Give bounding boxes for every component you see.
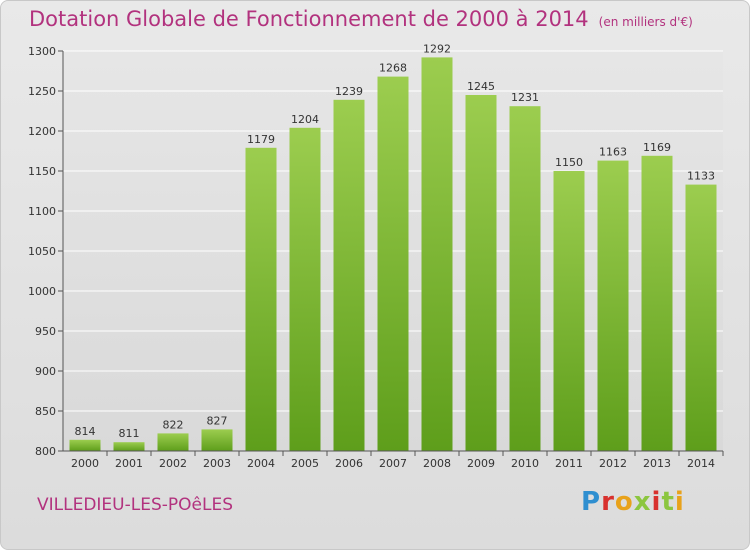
value-label-2014: 1133 (687, 170, 715, 183)
y-tick-label: 1250 (28, 85, 56, 98)
bar-2000 (69, 439, 101, 451)
x-tick-label-2007: 2007 (379, 457, 407, 470)
logo-letter: i (651, 487, 662, 517)
x-tick-label-2001: 2001 (115, 457, 143, 470)
value-label-2007: 1268 (379, 62, 407, 75)
x-tick-label-2013: 2013 (643, 457, 671, 470)
value-label-2011: 1150 (555, 156, 583, 169)
value-label-2013: 1169 (643, 141, 671, 154)
bar-2012 (597, 160, 629, 451)
y-tick-label: 800 (35, 445, 56, 458)
logo-letter: x (633, 487, 652, 517)
value-label-2000: 814 (75, 425, 96, 438)
x-tick-label-2011: 2011 (555, 457, 583, 470)
value-label-2008: 1292 (423, 42, 451, 55)
bars (69, 57, 717, 452)
bar-2003 (201, 429, 233, 451)
bar-2011 (553, 171, 585, 451)
x-tick-label-2014: 2014 (687, 457, 715, 470)
bar-2014 (685, 184, 717, 451)
value-label-2005: 1204 (291, 113, 319, 126)
value-label-2004: 1179 (247, 133, 275, 146)
y-tick-label: 1100 (28, 205, 56, 218)
bar-2008 (421, 57, 453, 452)
x-tick-label-2005: 2005 (291, 457, 319, 470)
y-tick-label: 1050 (28, 245, 56, 258)
x-tick-label-2003: 2003 (203, 457, 231, 470)
bar-2002 (157, 433, 189, 451)
x-tick-label-2004: 2004 (247, 457, 275, 470)
value-labels: 814 811 822 827 1179 1204 1239 1268 1292 1245 1231… (75, 42, 716, 440)
value-label-2003: 827 (207, 414, 228, 427)
y-axis: 800 850 900 950 1000 1050 1100 1150 1200 1250 1300 (28, 45, 64, 458)
y-tick-label: 1150 (28, 165, 56, 178)
bar-2006 (333, 99, 365, 452)
x-tick-label-2010: 2010 (511, 457, 539, 470)
x-axis: 2000 2001 2002 2003 2004 2005 2006 2007 2008 2009… (63, 450, 724, 470)
bar-2013 (641, 155, 673, 452)
bar-2005 (289, 127, 321, 452)
chart-title: Dotation Globale de Fonctionnement de 20… (29, 7, 693, 31)
x-tick-label-2002: 2002 (159, 457, 187, 470)
value-label-2006: 1239 (335, 85, 363, 98)
y-tick-label: 950 (35, 325, 56, 338)
x-tick-label-2012: 2012 (599, 457, 627, 470)
y-tick-label: 1200 (28, 125, 56, 138)
logo-letter: i (674, 487, 685, 517)
commune-name: VILLEDIEU-LES-POêLES (37, 495, 233, 515)
proxiti-logo[interactable]: Proxiti (581, 487, 685, 517)
x-tick-label-2008: 2008 (423, 457, 451, 470)
x-tick-label-2006: 2006 (335, 457, 363, 470)
value-label-2010: 1231 (511, 91, 539, 104)
y-tick-label: 1300 (28, 45, 56, 58)
logo-letter: r (601, 487, 615, 517)
x-tick-label-2000: 2000 (71, 457, 99, 470)
logo-letter: t (661, 487, 675, 517)
logo-letter: P (581, 487, 602, 517)
x-tick-label-2009: 2009 (467, 457, 495, 470)
value-label-2001: 811 (119, 427, 140, 440)
bar-2001 (113, 442, 145, 451)
value-label-2012: 1163 (599, 146, 627, 159)
value-label-2002: 822 (163, 418, 184, 431)
title-text: Dotation Globale de Fonctionnement de 20… (29, 7, 589, 31)
bar-2004 (245, 147, 277, 452)
chart-subtitle: (en milliers d'€) (598, 15, 693, 29)
y-tick-label: 850 (35, 405, 56, 418)
logo-letter: o (614, 487, 634, 517)
y-tick-label: 1000 (28, 285, 56, 298)
bar-2010 (509, 106, 541, 451)
bar-2009 (465, 95, 497, 451)
y-tick-label: 900 (35, 365, 56, 378)
value-label-2009: 1245 (467, 80, 495, 93)
bar-2007 (377, 76, 409, 451)
